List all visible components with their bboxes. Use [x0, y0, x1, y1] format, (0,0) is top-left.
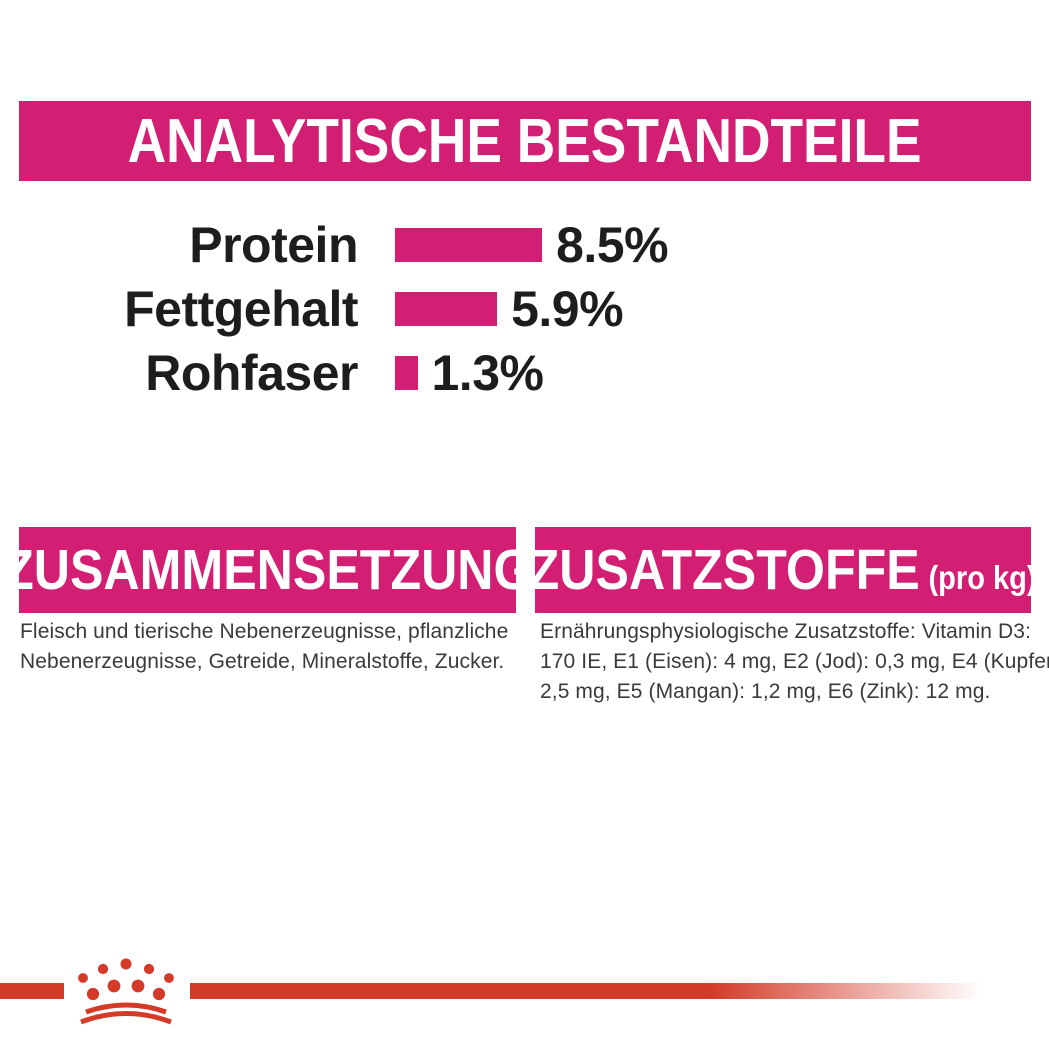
composition-header-text: ZUSAMMENSETZUNG — [3, 537, 532, 603]
chart-bar-rohfaser — [395, 356, 418, 390]
chart-label-fettgehalt: Fettgehalt — [124, 281, 358, 337]
additives-heading-suffix: (pro kg) — [928, 559, 1037, 596]
additives-heading: ZUSATZSTOFFE — [529, 538, 921, 602]
analytics-bar-chart: Protein 8.5% Fettgehalt 5.9% Rohfaser 1.… — [0, 213, 1049, 405]
chart-row-protein: Protein 8.5% — [0, 213, 1049, 277]
chart-bar-protein — [395, 228, 543, 262]
analytics-banner-title: ANALYTISCHE BESTANDTEILE — [128, 106, 922, 176]
additives-header: ZUSATZSTOFFE (pro kg) — [529, 527, 1037, 613]
chart-row-fettgehalt: Fettgehalt 5.9% — [0, 277, 1049, 341]
composition-body: Fleisch und tierische Nebenerzeugnisse, … — [20, 620, 509, 673]
chart-label-rohfaser: Rohfaser — [145, 345, 358, 401]
additives-body: Ernährungsphysiologische Zusatzstoffe: V… — [540, 620, 1049, 703]
composition-header: ZUSAMMENSETZUNG — [3, 527, 532, 613]
analytics-banner: ANALYTISCHE BESTANDTEILE — [19, 101, 1031, 181]
footer-line-left-segment — [0, 983, 64, 999]
chart-value-fettgehalt: 5.9% — [511, 281, 624, 337]
chart-row-rohfaser: Rohfaser 1.3% — [0, 341, 1049, 405]
royal-canin-crown-icon — [78, 958, 174, 1025]
composition-heading: ZUSAMMENSETZUNG — [2, 538, 533, 602]
chart-label-protein: Protein — [189, 217, 358, 273]
chart-value-rohfaser: 1.3% — [431, 345, 544, 401]
footer-line-right-segment — [190, 983, 990, 999]
chart-bar-fettgehalt — [395, 292, 498, 326]
additives-header-text: ZUSATZSTOFFE (pro kg) — [529, 537, 1037, 603]
chart-value-protein: 8.5% — [556, 217, 669, 273]
